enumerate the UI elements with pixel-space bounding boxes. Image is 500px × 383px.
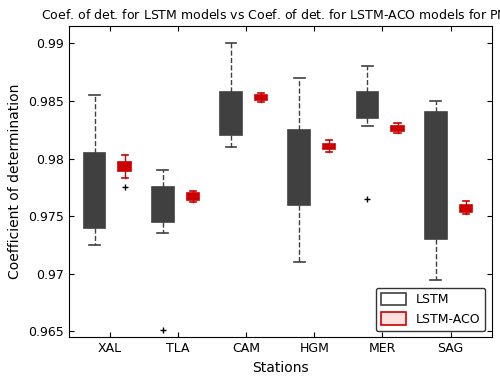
PathPatch shape <box>118 162 130 171</box>
Legend: LSTM, LSTM-ACO: LSTM, LSTM-ACO <box>376 288 486 331</box>
PathPatch shape <box>425 112 446 239</box>
PathPatch shape <box>460 205 472 211</box>
X-axis label: Stations: Stations <box>252 361 308 375</box>
PathPatch shape <box>323 144 336 149</box>
PathPatch shape <box>255 95 267 100</box>
Y-axis label: Coefficient of determination: Coefficient of determination <box>8 84 22 279</box>
PathPatch shape <box>152 187 174 222</box>
PathPatch shape <box>392 126 404 131</box>
PathPatch shape <box>84 153 106 228</box>
PathPatch shape <box>288 130 310 205</box>
PathPatch shape <box>356 92 378 118</box>
PathPatch shape <box>186 193 199 200</box>
PathPatch shape <box>220 92 242 136</box>
Title: Coef. of det. for LSTM models vs Coef. of det. for LSTM-ACO models for PM$_{10}$: Coef. of det. for LSTM models vs Coef. o… <box>40 8 500 25</box>
